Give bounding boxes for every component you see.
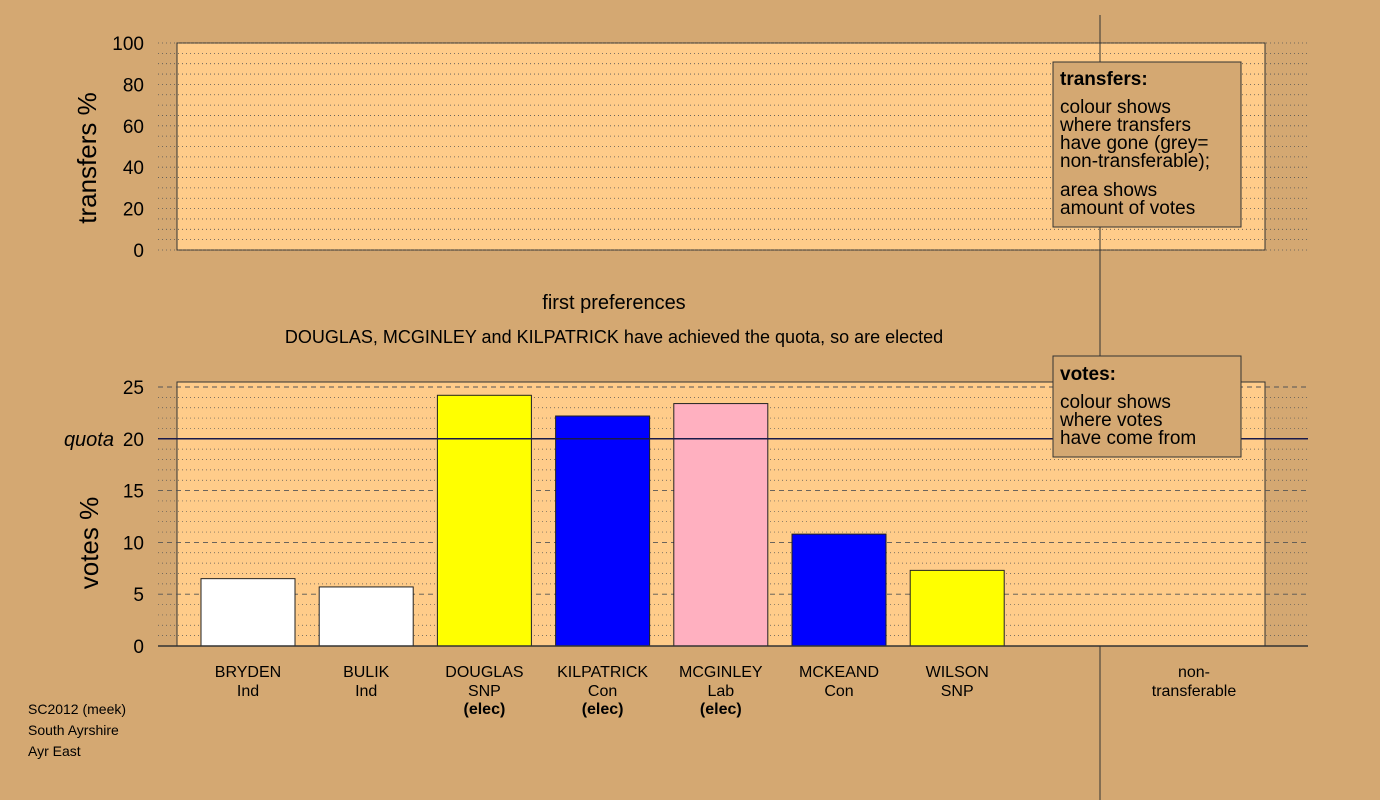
footer-line-2: South Ayrshire: [28, 722, 119, 738]
transfers-legend-box: [1052, 61, 1242, 228]
quota-label: quota: [64, 429, 114, 451]
candidate-party: Con: [588, 683, 617, 700]
candidate-party: Ind: [355, 683, 377, 700]
transfers-tick-label: 80: [123, 75, 144, 96]
votes-legend-box: [1052, 355, 1242, 458]
candidate-name: BRYDEN: [215, 664, 281, 681]
votes-legend-line-3: have come from: [1060, 428, 1196, 449]
chart-title: first preferences: [542, 292, 685, 314]
candidate-party: Ind: [237, 683, 259, 700]
candidate-name: KILPATRICK: [557, 664, 648, 681]
transfers-legend-line-6: amount of votes: [1060, 198, 1195, 219]
bar-bulik: [318, 586, 414, 647]
candidate-party: Lab: [707, 683, 734, 700]
elected-marker: (elec): [700, 701, 742, 718]
candidate-name: DOUGLAS: [445, 664, 523, 681]
votes-legend-line-2: where votes: [1059, 410, 1162, 431]
votes-panel: 0 5 10 15 20 25 quota votes % BRYDEN Ind BULIK I…: [64, 378, 1308, 718]
transfers-tick-label: 40: [123, 158, 144, 179]
votes-tick-label: 25: [123, 378, 144, 399]
candidate-party: SNP: [941, 683, 974, 700]
transfers-tick-label: 0: [133, 241, 144, 262]
candidate-party: SNP: [468, 683, 501, 700]
bar-wilson: [909, 569, 1005, 647]
transfers-y-ticks: 0 20 40 60 80 100: [112, 34, 144, 262]
transfers-legend-line-4: non-transferable);: [1060, 151, 1210, 172]
votes-legend: votes: colour shows where votes have com…: [1052, 355, 1242, 458]
votes-tick-label: 15: [123, 482, 144, 503]
footer-line-3: Ayr East: [28, 743, 81, 759]
elected-marker: (elec): [464, 701, 506, 718]
bar-bryden: [200, 578, 296, 647]
votes-legend-title: votes:: [1060, 364, 1116, 385]
bar-douglas: [436, 394, 532, 647]
votes-tick-label: 5: [133, 585, 144, 606]
votes-tick-label: 10: [123, 533, 144, 554]
votes-legend-line-1: colour shows: [1060, 392, 1171, 413]
transfers-legend-line-5: area shows: [1060, 180, 1157, 201]
transfers-legend: transfers: colour shows where transfers …: [1052, 61, 1242, 228]
non-transferable-label-2: transferable: [1152, 683, 1237, 700]
candidate-name: MCKEAND: [799, 664, 879, 681]
votes-tick-label: 0: [133, 637, 144, 658]
votes-y-ticks: 0 5 10 15 20 25: [123, 378, 144, 658]
transfers-legend-line-2: where transfers: [1059, 115, 1191, 136]
bar-mcginley: [673, 403, 769, 647]
transfers-tick-label: 100: [112, 34, 144, 55]
footer-line-1: SC2012 (meek): [28, 701, 126, 717]
votes-tick-label: 20: [123, 430, 144, 451]
bar-mckeand: [791, 533, 887, 647]
votes-y-axis-label: votes %: [74, 497, 104, 590]
transfers-y-axis-label: transfers %: [72, 92, 102, 224]
elected-marker: (elec): [582, 701, 624, 718]
non-transferable-label-1: non-: [1178, 664, 1210, 681]
candidate-labels: BRYDENIndBULIKIndDOUGLASSNP(elec)KILPATR…: [215, 664, 989, 718]
bar-kilpatrick: [555, 415, 651, 647]
footer: SC2012 (meek) South Ayrshire Ayr East: [28, 701, 126, 759]
transfers-legend-line-1: colour shows: [1060, 97, 1171, 118]
transfers-tick-label: 60: [123, 117, 144, 138]
chart-subtitle: DOUGLAS, MCGINLEY and KILPATRICK have ac…: [285, 327, 943, 347]
transfers-tick-label: 20: [123, 200, 144, 221]
transfers-legend-title: transfers:: [1060, 69, 1148, 90]
votes-bars: [200, 394, 1005, 647]
candidate-name: MCGINLEY: [679, 664, 763, 681]
transfers-legend-line-3: have gone (grey=: [1060, 133, 1208, 154]
candidate-party: Con: [824, 683, 853, 700]
candidate-name: WILSON: [926, 664, 989, 681]
candidate-name: BULIK: [343, 664, 390, 681]
